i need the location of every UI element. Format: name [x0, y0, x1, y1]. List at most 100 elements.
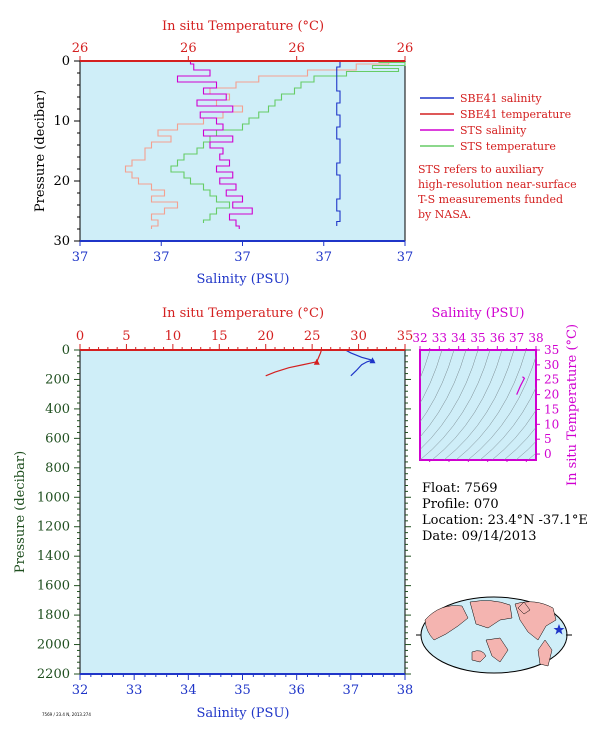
ts-density-contour: [420, 350, 479, 450]
ts-temperature-tick-label: 15: [544, 402, 559, 416]
bottom-pressure-axis-label: Pressure (decibar): [13, 451, 28, 573]
bottom-pressure-tick-label: 0: [62, 343, 70, 358]
bottom-pressure-tick-label: 1000: [37, 490, 70, 505]
top-legend: SBE41 salinity SBE41 temperature STS sal…: [420, 92, 571, 153]
bottom-temperature-tick-label: 10: [165, 329, 182, 344]
bottom-series-salinity: [345, 349, 375, 377]
top-temperature-tick-label: 26: [180, 41, 197, 56]
ts-density-contour: [443, 350, 515, 460]
top-salinity-tick-label: 37: [234, 250, 251, 265]
top-pressure-tick-label: 0: [62, 54, 70, 69]
ts-salinity-tick-label: 32: [412, 331, 427, 345]
ts-temperature-tick-label: 35: [544, 343, 559, 357]
bottom-salinity-tick-label: 32: [72, 683, 89, 698]
ts-density-contour: [479, 387, 536, 460]
ts-temperature-axis-label: In situ Temperature (°C): [565, 324, 580, 486]
bottom-pressure-tick-label: 1200: [37, 520, 70, 535]
bottom-pressure-tick-label: 200: [45, 372, 70, 387]
float-location-marker: [553, 624, 565, 635]
float-id: Float: 7569: [422, 481, 498, 496]
top-note: STS refers to auxiliary high-resolution …: [418, 163, 577, 221]
bottom-pressure-tick-label: 1800: [37, 608, 70, 623]
ts-salinity-tick-label: 34: [451, 331, 467, 345]
svg-text:T-S measurements funded: T-S measurements funded: [418, 193, 563, 206]
top-salinity-tick-label: 37: [72, 250, 89, 265]
top-salinity-ticks: 37 37 37 37 37: [72, 241, 414, 265]
bottom-salinity-ticks: 32 33 34 35 36 37 38: [72, 674, 414, 698]
bottom-series-temperature: [265, 349, 323, 377]
ts-temperature-tick-label: 0: [544, 447, 552, 461]
ts-density-contour: [467, 355, 536, 460]
bottom-temperature-tick-label: 30: [350, 329, 367, 344]
legend-item-sts-temperature: STS temperature: [420, 140, 556, 153]
map-land: [424, 600, 557, 667]
footer-code: 7569 / 23.4 N, 2013.274: [42, 712, 91, 717]
legend-item-sbe41-salinity: SBE41 salinity: [420, 92, 542, 105]
top-temperature-tick-label: 26: [288, 41, 305, 56]
top-pressure-tick-label: 10: [53, 114, 70, 129]
top-plot-area: [79, 60, 406, 242]
svg-text:high-resolution near-surface: high-resolution near-surface: [418, 178, 577, 191]
top-temperature-tick-label: 26: [72, 41, 89, 56]
bottom-salinity-marker: [369, 357, 376, 364]
ts-temperature-tick-label: 20: [544, 388, 559, 402]
bottom-temperature-axis-label: In situ Temperature (°C): [162, 306, 324, 321]
bottom-salinity-tick-label: 33: [126, 683, 143, 698]
ts-density-contour: [503, 426, 536, 460]
svg-text:STS salinity: STS salinity: [460, 124, 527, 137]
top-series-sts-salinity: [176, 61, 253, 229]
bottom-salinity-tick-label: 38: [397, 683, 414, 698]
ts-density-contour: [420, 350, 431, 380]
bottom-temperature-tick-label: 0: [76, 329, 84, 344]
bottom-salinity-tick-label: 36: [288, 683, 305, 698]
ts-salinity-tick-label: 36: [490, 331, 505, 345]
date: Date: 09/14/2013: [422, 529, 537, 544]
top-temperature-axis-label: In situ Temperature (°C): [162, 19, 324, 34]
location: Location: 23.4°N -37.1°E: [422, 513, 588, 528]
bottom-pressure-tick-label: 1400: [37, 549, 70, 564]
ts-density-contour: [491, 409, 536, 460]
bottom-temperature-tick-label: 25: [304, 329, 321, 344]
top-temperature-ticks: 26 26 26 26: [72, 41, 413, 61]
ts-plot-area: [419, 349, 537, 461]
ts-series-group: [516, 376, 526, 395]
top-panel: 26 26 26 26 In situ Temperature (°C) 37 37 37…: [33, 19, 577, 287]
ts-density-contours: [420, 350, 536, 460]
ts-salinity-axis-label: Salinity (PSU): [432, 306, 525, 321]
bottom-salinity-tick-label: 34: [180, 683, 197, 698]
ts-density-contour: [515, 441, 536, 460]
svg-text:by NASA.: by NASA.: [418, 208, 471, 221]
svg-text:STS refers to auxiliary: STS refers to auxiliary: [418, 163, 544, 176]
bottom-salinity-tick-label: 35: [234, 683, 251, 698]
top-salinity-axis-label: Salinity (PSU): [197, 272, 290, 287]
ts-temperature-tick-label: 10: [544, 417, 559, 431]
ts-series-line: [516, 376, 526, 395]
bottom-pressure-tick-label: 2200: [37, 667, 70, 682]
bottom-pressure-ticks: 0 200 400 600 800 1000 1200 1400 1600 1800 2000 220…: [37, 343, 411, 682]
world-map: [416, 596, 572, 674]
top-pressure-ticks: 0 10 20 30: [53, 54, 80, 249]
ts-salinity-ticks: 32 33 34 35 36 37 38: [412, 331, 544, 462]
top-series-group: [124, 61, 406, 229]
top-pressure-tick-label: 20: [53, 174, 70, 189]
bottom-pressure-tick-label: 2000: [37, 638, 70, 653]
ts-density-contour: [420, 350, 443, 404]
bottom-series-group: [265, 349, 376, 377]
svg-text:SBE41 salinity: SBE41 salinity: [460, 92, 542, 105]
top-salinity-tick-label: 37: [397, 250, 414, 265]
bottom-temperature-tick-label: 35: [397, 329, 414, 344]
ts-density-contour: [455, 350, 527, 460]
ts-density-contour: [420, 350, 467, 438]
top-pressure-axis-label: Pressure (decibar): [33, 90, 48, 212]
ts-temperature-tick-label: 25: [544, 373, 559, 387]
bottom-temperature-ticks: 0 5 10 15 20 25 30 35: [76, 329, 413, 350]
bottom-temperature-tick-label: 20: [257, 329, 274, 344]
bottom-temperature-tick-label: 15: [211, 329, 228, 344]
bottom-pressure-tick-label: 600: [45, 431, 70, 446]
bottom-pressure-tick-label: 400: [45, 402, 70, 417]
profile-number: Profile: 070: [422, 497, 499, 512]
ts-salinity-tick-label: 37: [509, 331, 524, 345]
